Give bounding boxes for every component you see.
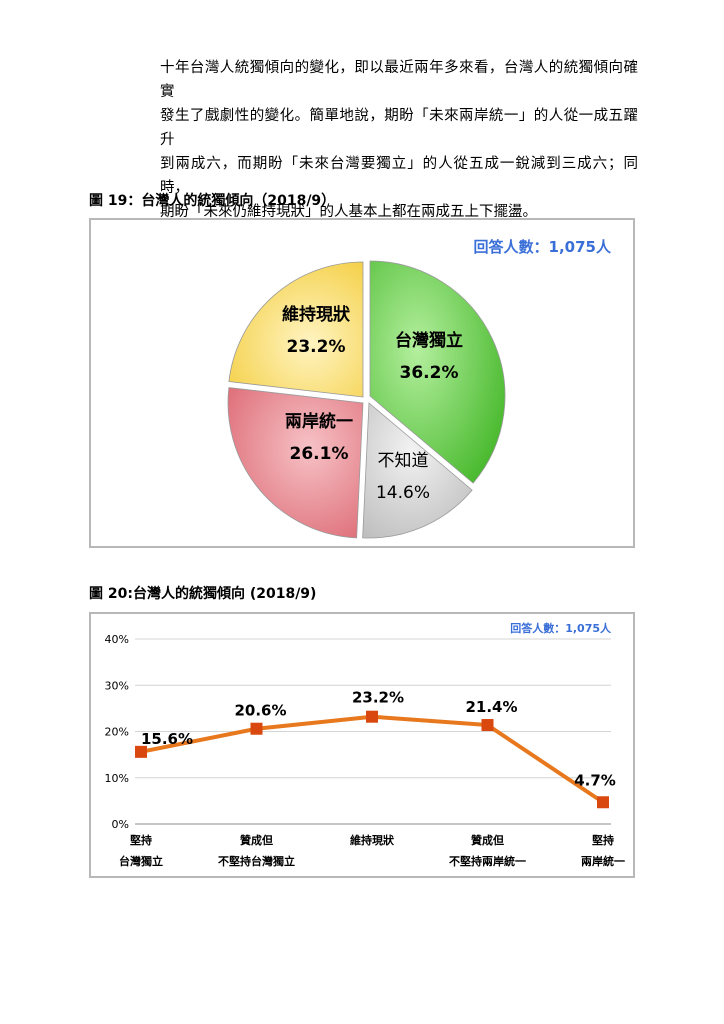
- data-value-label: 4.7%: [574, 771, 616, 789]
- figure-19-title: 圖 19：台灣人的統獨傾向（2018/9）: [89, 193, 336, 209]
- x-category-label: 維持現狀: [350, 833, 395, 847]
- x-category-label: 台灣獨立: [119, 854, 163, 868]
- pie-slice-label: 維持現狀: [282, 304, 351, 325]
- y-tick-label: 30%: [105, 679, 129, 692]
- pie-slice-0: [369, 260, 506, 484]
- x-category-label: 兩岸統一: [581, 854, 625, 868]
- line-chart: 回答人數：1,075人 0% 10% 20% 30% 40% 堅持台灣獨立 贊成但不堅持台…: [105, 621, 625, 868]
- y-tick-label: 20%: [105, 726, 129, 739]
- pie-slice-value: 26.1%: [290, 444, 349, 464]
- data-point-marker: [597, 796, 609, 809]
- y-tick-label: 10%: [105, 772, 129, 785]
- pie-slice-label: 兩岸統一: [285, 411, 353, 432]
- x-category-label: 堅持: [130, 833, 152, 847]
- series-line: [140, 714, 605, 804]
- pie-slice-value: 14.6%: [376, 483, 430, 503]
- data-value-label: 15.6%: [141, 730, 193, 748]
- paragraph-line: 十年台灣人統獨傾向的變化，即以最近兩年多來看，台灣人的統獨傾向確實: [160, 60, 638, 100]
- y-tick-label: 0%: [112, 818, 129, 831]
- pie-slice-label: 不知道: [378, 451, 429, 471]
- paragraph-line: 期盼「未來仍維持現狀」的人基本上都在兩成五上下擺盪。: [160, 204, 537, 220]
- pie-slice-1: [362, 402, 473, 539]
- respondents-annotation: 回答人數：1,075人: [510, 621, 612, 635]
- y-tick-label: 40%: [105, 633, 129, 646]
- respondents-annotation: 回答人數：1,075人: [474, 238, 612, 256]
- body-paragraph: 十年台灣人統獨傾向的變化，即以最近兩年多來看，台灣人的統獨傾向確實 發生了戲劇性…: [160, 56, 638, 224]
- pie-slice-value: 23.2%: [287, 337, 346, 357]
- x-category-label: 不堅持兩岸統一: [449, 854, 526, 868]
- figure-20-title: 圖 20:台灣人的統獨傾向 (2018/9): [89, 586, 317, 602]
- data-value-label: 20.6%: [234, 702, 286, 720]
- pie-chart: 回答人數：1,075人 台灣獨立 36.2% 不知道 14.6% 兩岸統一 26.1% 維持…: [227, 238, 612, 539]
- pie-slice-3: [228, 261, 364, 398]
- data-point-marker: [366, 710, 378, 723]
- pie-chart-frame: 回答人數：1,075人 台灣獨立 36.2% 不知道 14.6% 兩岸統一 26.1% 維持…: [89, 218, 635, 548]
- x-category-label: 不堅持台灣獨立: [218, 854, 295, 868]
- data-point-marker: [135, 745, 147, 758]
- pie-slice-2: [227, 387, 364, 539]
- paragraph-line: 發生了戲劇性的變化。簡單地說，期盼「未來兩岸統一」的人從一成五躍升: [160, 108, 638, 148]
- paragraph-line: 到兩成六，而期盼「未來台灣要獨立」的人從五成一銳減到三成六；同時，: [160, 156, 638, 196]
- x-category-label: 堅持: [592, 833, 614, 847]
- data-value-label: 23.2%: [352, 689, 404, 707]
- line-chart-frame: 回答人數：1,075人 0% 10% 20% 30% 40% 堅持台灣獨立 贊成但不堅持台…: [89, 612, 635, 878]
- data-point-marker: [481, 719, 494, 732]
- pie-slice-label: 台灣獨立: [395, 330, 463, 351]
- x-category-label: 贊成但: [471, 833, 504, 847]
- data-value-label: 21.4%: [465, 698, 517, 716]
- x-category-label: 贊成但: [240, 833, 273, 847]
- data-point-marker: [250, 722, 263, 735]
- pie-slice-value: 36.2%: [400, 363, 459, 383]
